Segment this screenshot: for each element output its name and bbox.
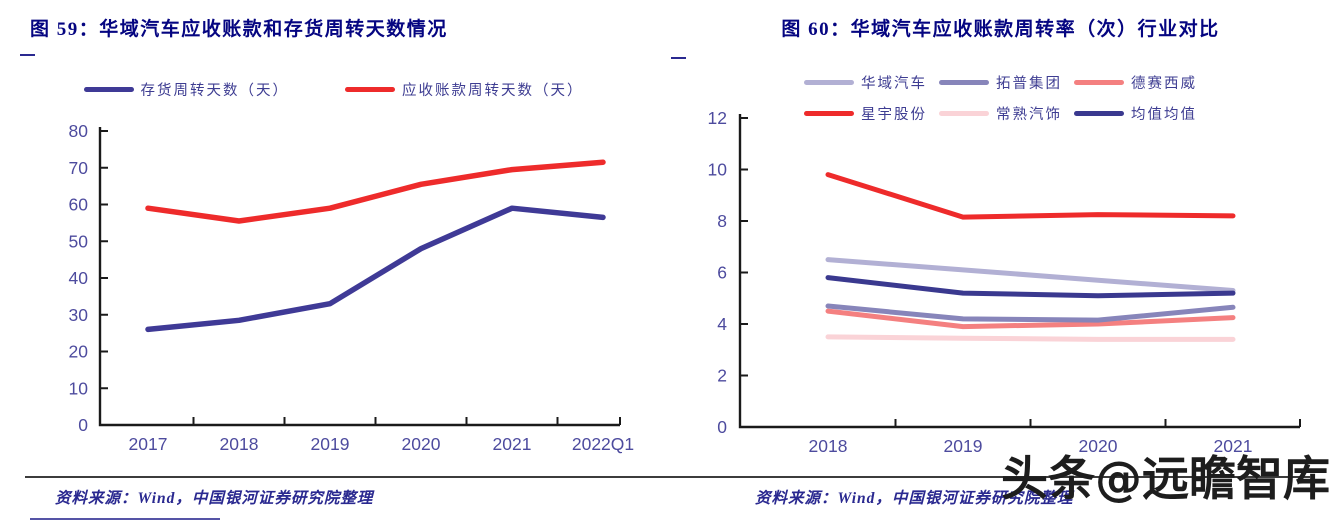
chart-legend-left: 存货周转天数（天） 应收账款周转天数（天） (0, 79, 667, 100)
x-axis-tick-label: 2020 (1079, 436, 1118, 456)
divider-line (25, 476, 1310, 478)
chart-panel-right: 图 60：华域汽车应收账款周转率（次）行业对比 华域汽车 拓普集团 德赛西威星宇股份… (667, 0, 1334, 523)
series-line-1 (825, 303, 1236, 323)
chart-title-right: 图 60：华域汽车应收账款周转率（次）行业对比 (781, 19, 1220, 40)
y-axis-tick-label: 30 (69, 305, 89, 325)
legend-swatch (939, 80, 989, 85)
series-line-0 (825, 257, 1236, 293)
axes: 0 10 20 30 40 50 60 70 80 2017 2018 2019 2020 2021 202… (69, 121, 635, 454)
y-axis-tick-label: 8 (717, 211, 727, 231)
legend-label: 华域汽车 (861, 76, 927, 92)
y-axis-tick-label: 70 (69, 158, 89, 178)
source-note-right: 资料来源：Wind，中国银河证券研究院整理 (755, 490, 1074, 507)
y-axis-tick-label: 2 (717, 366, 727, 386)
legend-swatch (804, 80, 854, 85)
legend-swatch (83, 87, 134, 92)
legend-label: 常熟汽饰 (996, 107, 1062, 123)
source-note-left: 资料来源：Wind，中国银河证券研究院整理 (55, 490, 374, 507)
line-chart-left: 0 10 20 30 40 50 60 70 80 2017 2018 2019 2020 2021 202… (69, 121, 635, 454)
legend-swatch (345, 87, 395, 92)
y-axis-tick-label: 4 (717, 314, 727, 334)
watermark: 头条@远瞻智库 (1001, 452, 1330, 507)
y-axis-tick-label: 20 (69, 342, 89, 362)
x-axis-tick-label: 2018 (809, 436, 848, 456)
series-lines (145, 159, 606, 333)
series-line-3 (825, 172, 1236, 220)
legend-swatch (1074, 111, 1124, 116)
y-axis-tick-label: 50 (69, 231, 89, 251)
legend-item: 星宇股份 (804, 103, 927, 124)
series-lines (825, 172, 1236, 342)
x-axis-tick-label: 2022Q1 (572, 434, 634, 454)
x-axis-tick-label: 2019 (944, 436, 983, 456)
y-axis-tick-label: 10 (708, 160, 728, 180)
y-axis-tick-label: 0 (78, 415, 88, 435)
legend-swatch (804, 111, 854, 116)
legend-label: 存货周转天数（天） (140, 83, 289, 99)
x-axis-tick-label: 2018 (220, 434, 259, 454)
chart-title-left: 图 59：华域汽车应收账款和存货周转天数情况 (30, 19, 448, 40)
bottom-border-mark (30, 518, 220, 520)
y-axis-tick-label: 0 (717, 417, 727, 437)
line-chart-right: 0 2 4 6 8 10 12 2018 2019 2020 2021 (708, 108, 1301, 456)
legend-label: 德赛西威 (1131, 76, 1197, 92)
series-line-0 (145, 205, 606, 333)
axes: 0 2 4 6 8 10 12 2018 2019 2020 2021 (708, 108, 1301, 456)
legend-item: 华域汽车 (804, 72, 927, 93)
y-axis-tick-label: 12 (708, 108, 727, 128)
legend-item: 均值均值 (1074, 103, 1197, 124)
y-axis-tick-label: 40 (69, 268, 89, 288)
title-underline-mark (20, 54, 35, 56)
legend-item: 拓普集团 (939, 72, 1062, 93)
y-axis-tick-label: 60 (69, 195, 89, 215)
x-axis-tick-label: 2017 (129, 434, 168, 454)
x-axis-tick-label: 2019 (311, 434, 350, 454)
chart-panel-left: 图 59：华域汽车应收账款和存货周转天数情况 存货周转天数（天） 应收账款周转天数… (0, 19, 667, 507)
legend-label: 应收账款周转天数（天） (402, 83, 584, 99)
legend-label: 星宇股份 (861, 107, 927, 123)
legend-item: 常熟汽饰 (939, 103, 1062, 124)
legend-label: 拓普集团 (996, 76, 1062, 92)
title-underline-mark (671, 57, 686, 59)
legend-item: 应收账款周转天数（天） (345, 79, 584, 100)
legend-item: 德赛西威 (1074, 72, 1197, 93)
legend-item: 存货周转天数（天） (83, 79, 290, 100)
legend-swatch (1074, 80, 1124, 85)
legend-swatch (939, 111, 989, 116)
series-line-2 (825, 308, 1236, 330)
y-axis-tick-label: 10 (69, 378, 89, 398)
series-line-1 (145, 159, 606, 224)
y-axis-tick-label: 80 (69, 121, 89, 141)
x-axis-tick-label: 2021 (493, 434, 532, 454)
y-axis-tick-label: 6 (717, 263, 727, 283)
legend-label: 均值均值 (1131, 107, 1197, 123)
series-line-4 (825, 334, 1236, 342)
chart-legend-right: 华域汽车 拓普集团 德赛西威星宇股份 常熟汽饰 均值均值 (667, 72, 1334, 124)
series-line-5 (825, 275, 1236, 299)
x-axis-tick-label: 2020 (402, 434, 441, 454)
x-axis-tick-label: 2021 (1214, 436, 1253, 456)
